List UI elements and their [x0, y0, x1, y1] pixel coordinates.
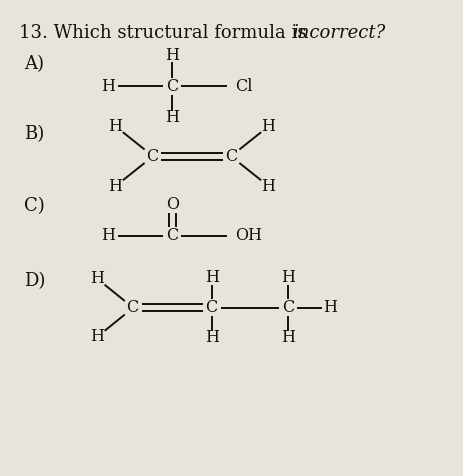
Text: H: H: [165, 109, 179, 126]
Text: A): A): [24, 55, 44, 73]
Text: H: H: [323, 299, 337, 316]
Text: C): C): [24, 197, 45, 215]
Text: H: H: [262, 118, 275, 135]
Text: incorrect?: incorrect?: [292, 24, 385, 42]
Text: C: C: [225, 148, 238, 165]
Text: H: H: [90, 328, 104, 345]
Text: H: H: [282, 269, 295, 287]
Text: Cl: Cl: [235, 78, 253, 95]
Text: H: H: [165, 47, 179, 64]
Text: C: C: [146, 148, 159, 165]
Text: H: H: [108, 178, 122, 195]
Text: H: H: [90, 270, 104, 288]
Text: H: H: [108, 118, 122, 135]
Text: B): B): [24, 125, 44, 143]
Text: C: C: [166, 78, 178, 95]
Text: H: H: [101, 78, 115, 95]
Text: OH: OH: [235, 227, 262, 244]
Text: D): D): [24, 272, 45, 290]
Text: O: O: [166, 196, 179, 213]
Text: C: C: [166, 227, 178, 244]
Text: H: H: [262, 178, 275, 195]
Text: C: C: [126, 299, 139, 316]
Text: H: H: [282, 329, 295, 346]
Text: H: H: [101, 227, 115, 244]
Text: C: C: [206, 299, 218, 316]
Text: H: H: [205, 269, 219, 287]
Text: 13. Which structural formula is: 13. Which structural formula is: [19, 24, 313, 42]
Text: C: C: [282, 299, 294, 316]
Text: H: H: [205, 329, 219, 346]
